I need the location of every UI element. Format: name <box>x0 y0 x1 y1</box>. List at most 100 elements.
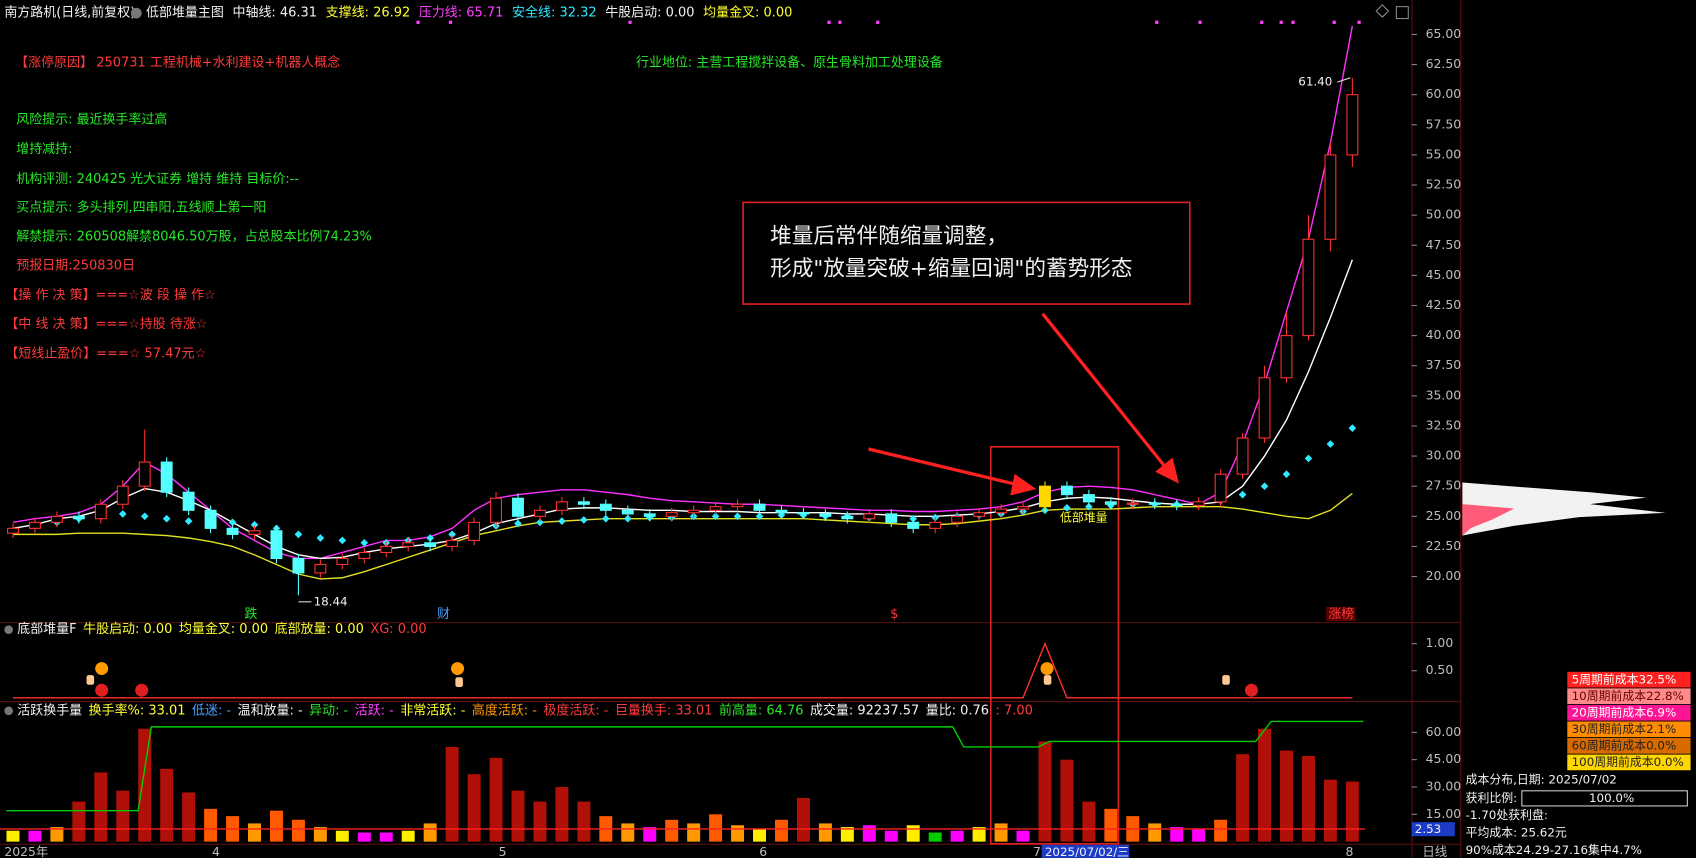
panel-item: 活跃: - <box>355 703 394 718</box>
candle-body <box>138 461 151 487</box>
panel-item: 非常活跃: - <box>400 703 465 718</box>
candle-body <box>1324 154 1337 240</box>
x-axis: 2025年 4 5 6 7 8 2025/07/02/三 日线 2.53 <box>4 822 1455 858</box>
turnover-bar <box>1192 828 1206 842</box>
candle-body <box>731 503 744 508</box>
turnover-bar <box>884 830 898 842</box>
turnover-bar <box>138 728 152 842</box>
dot <box>514 519 522 528</box>
panel-title[interactable]: 活跃换手量 <box>17 703 82 718</box>
dot <box>294 530 303 539</box>
turnover-bar <box>357 832 371 842</box>
candle-body <box>1017 506 1029 510</box>
y-tick-label: 1.00 <box>1426 635 1454 650</box>
info-line: 买点提示: 多头排列,四串阳,五线顺上第一阳 <box>16 199 266 215</box>
cursor-value: 2.53 <box>1415 822 1441 836</box>
marker: 涨榜 <box>1328 606 1354 622</box>
callout: 堆量后常伴随缩量调整， 形成"放量突破+缩量回调"的蓄势形态 <box>742 201 1191 845</box>
candle-body <box>1039 485 1051 508</box>
panel-icon[interactable] <box>4 706 13 716</box>
cost-period: 100周期前成本0.0% <box>1572 755 1684 769</box>
y-tick-label: 30.00 <box>1426 448 1462 463</box>
turnover-bar <box>28 830 42 842</box>
markers: 跌 财 $ 涨榜 低部堆量 <box>244 511 1356 622</box>
stock-title[interactable]: 南方路机(日线,前复权) <box>4 5 135 21</box>
profit-value: 100.0% <box>1589 791 1634 805</box>
candle-body <box>72 515 85 520</box>
candle-body <box>885 513 898 523</box>
info-line: 风险提示: 最近换手率过高 <box>16 112 167 128</box>
panel-item: 低迷: - <box>192 703 231 718</box>
candle-body <box>1302 238 1315 337</box>
info-red-line: 【中 线 决 策】===☆持股 待涨☆ <box>5 316 207 332</box>
turnover-bar <box>1060 759 1074 842</box>
signal-line <box>12 641 1353 699</box>
profit-box <box>1521 790 1688 807</box>
high-arrow <box>1337 77 1351 83</box>
arrowhead <box>1155 457 1179 484</box>
y-tick-label: 25.00 <box>1426 508 1462 523</box>
turnover-bar <box>313 827 327 842</box>
turnover-bar <box>445 746 459 842</box>
cost-box <box>1567 688 1691 705</box>
candle-body <box>1192 501 1205 507</box>
candle-body <box>534 509 546 517</box>
candle-body <box>28 521 41 529</box>
avg-cost: 平均成本: 25.62元 <box>1466 825 1567 839</box>
turnover-bar <box>753 828 767 842</box>
panel-icon[interactable] <box>4 625 13 634</box>
y-tick-label: 55.00 <box>1426 146 1462 161</box>
turnover-bar <box>533 801 547 842</box>
cost-period: 30周期前成本2.1% <box>1572 722 1677 736</box>
x-label: 2025年 <box>4 844 48 858</box>
turnover-bar <box>204 808 218 842</box>
turnover-bar <box>291 819 305 842</box>
high-label: 61.40 <box>1298 75 1332 89</box>
turnover-bar <box>269 810 283 842</box>
header-item: 支撑线: 26.92 <box>326 6 411 21</box>
y-tick-label: 15.00 <box>1426 806 1462 821</box>
turnover-bar <box>994 823 1008 842</box>
dot <box>448 530 456 539</box>
cost-box <box>1567 738 1691 754</box>
indicator-name[interactable]: 低部堆量主图 <box>146 6 224 21</box>
cost-box <box>1567 721 1691 738</box>
y-tick-label: 50.00 <box>1426 207 1462 222</box>
candle-body <box>1082 494 1095 503</box>
icon[interactable] <box>1395 6 1409 20</box>
indicator-icon[interactable] <box>130 7 142 19</box>
candle-body <box>182 491 195 511</box>
candle-body <box>951 515 964 523</box>
industry: 行业地位: 主营工程搅拌设备、原生骨料加工处理设备 <box>636 54 943 70</box>
turnover-bar <box>50 827 64 842</box>
turnover-bar <box>423 823 437 842</box>
panel-item: 高度活跃: - <box>472 702 537 718</box>
candle-body <box>643 513 656 517</box>
y-tick-label: 32.50 <box>1426 417 1462 432</box>
period[interactable]: 日线 <box>1422 844 1447 858</box>
turnover-bar <box>950 830 964 842</box>
candle-body <box>446 539 459 547</box>
turnover-bar <box>906 825 920 842</box>
candle-body <box>775 509 788 514</box>
y-tick-label: 57.50 <box>1426 116 1462 131</box>
cursor-box <box>1411 822 1455 837</box>
y-tick-label: 40.00 <box>1426 327 1462 342</box>
info: 【涨停原因】 250731 工程机械+水利建设+机器人概念 行业地位: 主营工程… <box>5 54 942 361</box>
icon[interactable] <box>1375 4 1390 18</box>
signal-dots <box>416 20 1361 24</box>
panel-title[interactable]: 底部堆量F <box>17 621 76 637</box>
header-item: 牛股启动: 0.00 <box>605 6 694 21</box>
dot <box>558 517 566 525</box>
turnover-bar <box>489 757 503 842</box>
turnover-bar <box>643 827 657 842</box>
dot <box>140 512 149 521</box>
candle-body <box>380 545 393 553</box>
header-item: 中轴线: 46.31 <box>233 6 318 21</box>
marker: $ <box>890 607 898 622</box>
cost-panel: 成本分布,日期: 2025/07/02 获利比例: 100.0% -1.70处获… <box>1466 671 1691 857</box>
candle-body <box>599 503 612 511</box>
info-line: 机构评测: 240425 光大证券 增持 维持 目标价:-- <box>16 171 299 187</box>
